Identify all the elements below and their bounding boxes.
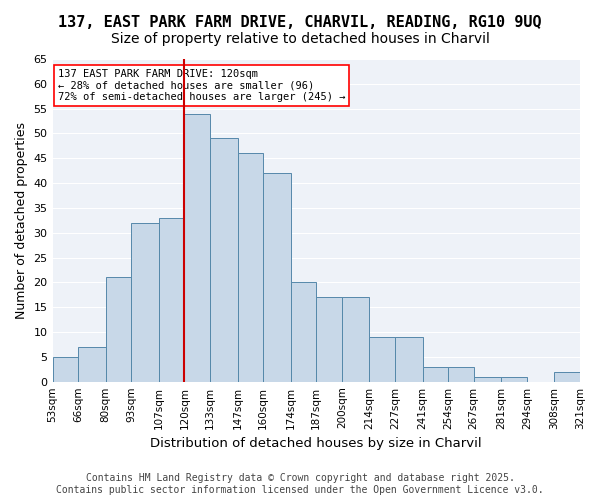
Y-axis label: Number of detached properties: Number of detached properties	[15, 122, 28, 319]
Bar	[290, 282, 316, 382]
Bar	[263, 173, 290, 382]
Bar	[53, 357, 78, 382]
Bar	[184, 114, 210, 382]
Text: 137 EAST PARK FARM DRIVE: 120sqm
← 28% of detached houses are smaller (96)
72% o: 137 EAST PARK FARM DRIVE: 120sqm ← 28% o…	[58, 68, 346, 102]
Bar	[422, 367, 448, 382]
Bar	[474, 376, 501, 382]
Bar	[159, 218, 184, 382]
Bar	[554, 372, 580, 382]
X-axis label: Distribution of detached houses by size in Charvil: Distribution of detached houses by size …	[151, 437, 482, 450]
Bar	[210, 138, 238, 382]
Bar	[342, 298, 370, 382]
Bar	[78, 347, 106, 382]
Text: Size of property relative to detached houses in Charvil: Size of property relative to detached ho…	[110, 32, 490, 46]
Text: Contains HM Land Registry data © Crown copyright and database right 2025.
Contai: Contains HM Land Registry data © Crown c…	[56, 474, 544, 495]
Bar	[316, 298, 342, 382]
Bar	[448, 367, 474, 382]
Bar	[106, 278, 131, 382]
Text: 137, EAST PARK FARM DRIVE, CHARVIL, READING, RG10 9UQ: 137, EAST PARK FARM DRIVE, CHARVIL, READ…	[58, 15, 542, 30]
Bar	[370, 337, 395, 382]
Bar	[395, 337, 422, 382]
Bar	[501, 376, 527, 382]
Bar	[131, 223, 159, 382]
Bar	[238, 154, 263, 382]
